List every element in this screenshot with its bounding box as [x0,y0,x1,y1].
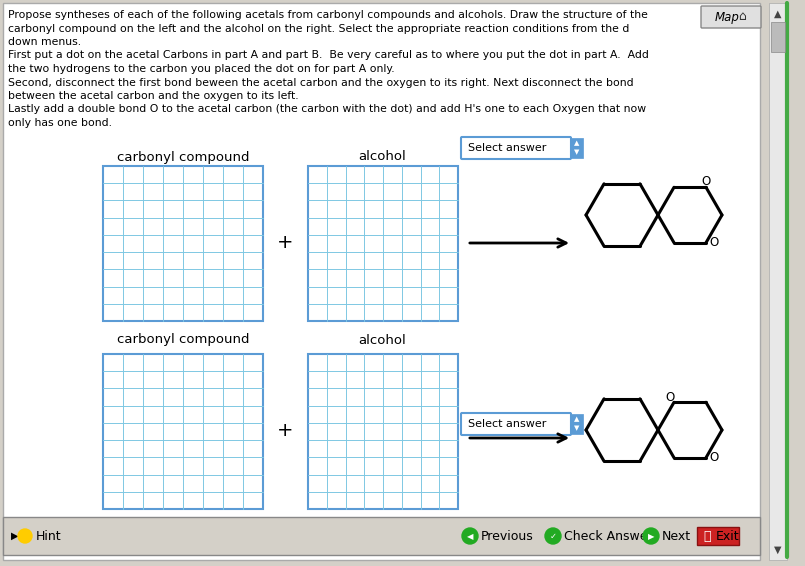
Text: ⌂: ⌂ [738,11,746,24]
Bar [697,527,739,545]
Text: ▼: ▼ [774,545,782,555]
Text: the two hydrogens to the carbon you placed the dot on for part A only.: the two hydrogens to the carbon you plac… [8,64,394,74]
Text: Lastly add a double bond O to the acetal carbon (the carbon with the dot) and ad: Lastly add a double bond O to the acetal… [8,105,646,114]
Text: Second, disconnect the first bond beween the acetal carbon and the oxygen to its: Second, disconnect the first bond beween… [8,78,634,88]
Text: ✓: ✓ [550,532,556,541]
Circle shape [545,528,561,544]
Bar [771,22,785,52]
FancyBboxPatch shape [461,137,571,159]
FancyBboxPatch shape [701,6,761,28]
Text: alcohol: alcohol [358,151,406,164]
Circle shape [462,528,478,544]
Bar [103,354,263,509]
FancyBboxPatch shape [461,413,571,435]
Text: Exit: Exit [716,530,740,542]
Text: only has one bond.: only has one bond. [8,118,112,128]
Text: ▼: ▼ [574,426,579,431]
Bar [308,354,458,509]
Text: ▶: ▶ [648,532,654,541]
Text: Hint: Hint [36,530,62,542]
Text: O: O [709,451,719,464]
Text: O: O [709,236,719,249]
Bar [570,138,583,158]
Circle shape [18,529,32,543]
Bar [3,517,760,555]
Text: ▼: ▼ [574,149,579,156]
Text: carbonyl compound: carbonyl compound [117,333,250,346]
Text: ▲: ▲ [774,9,782,19]
Text: Propose syntheses of each of the following acetals from carbonyl compounds and a: Propose syntheses of each of the followi… [8,10,648,20]
Text: Next: Next [662,530,691,542]
Bar [103,166,263,321]
Text: ▲: ▲ [574,417,579,422]
Circle shape [643,528,659,544]
Text: ▲: ▲ [574,140,579,147]
Text: O: O [701,175,711,188]
Text: ⮕: ⮕ [703,530,711,542]
Text: First put a dot on the acetal Carbons in part A and part B.  Be very careful as : First put a dot on the acetal Carbons in… [8,50,649,61]
Text: Select answer: Select answer [468,143,547,153]
Text: alcohol: alcohol [358,333,406,346]
Bar [570,414,583,434]
Text: +: + [277,234,293,252]
Bar [308,166,458,321]
Text: +: + [277,421,293,440]
Text: ◀: ◀ [467,532,473,541]
Text: Select answer: Select answer [468,419,547,429]
Text: Check Answer: Check Answer [564,530,653,542]
Bar [769,3,787,560]
Text: carbonyl compound: carbonyl compound [117,151,250,164]
Text: Previous: Previous [481,530,534,542]
Text: down menus.: down menus. [8,37,81,47]
Text: Map: Map [715,11,740,24]
Text: O: O [666,391,675,404]
Text: carbonyl compound on the left and the alcohol on the right. Select the appropria: carbonyl compound on the left and the al… [8,24,630,33]
Text: between the acetal carbon and the oxygen to its left.: between the acetal carbon and the oxygen… [8,91,299,101]
Text: ▶: ▶ [11,531,19,541]
